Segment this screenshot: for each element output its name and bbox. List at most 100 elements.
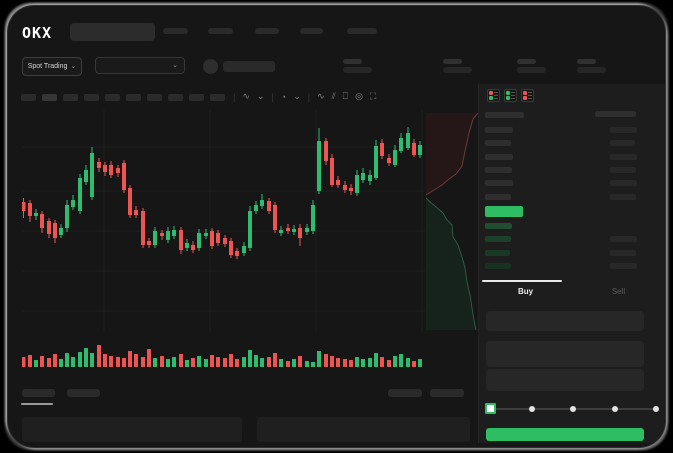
ask-amount-bar	[610, 180, 637, 187]
bid-row[interactable]	[479, 223, 665, 233]
bottom-tab-active[interactable]	[22, 389, 55, 397]
chevron-down-icon: ⌄	[70, 63, 77, 70]
ask-price-bar	[485, 193, 511, 200]
interval-pill[interactable]	[84, 94, 99, 101]
depth-chart[interactable]	[426, 113, 478, 330]
interval-pill[interactable]	[105, 94, 120, 101]
nav-item[interactable]	[347, 28, 377, 34]
interval-pill[interactable]	[63, 94, 78, 101]
ask-amount-bar	[610, 153, 637, 160]
orderbook-header-price	[485, 112, 524, 118]
ask-amount-bar	[610, 166, 636, 173]
ask-amount-bar	[610, 193, 636, 200]
tab-buy[interactable]: Buy	[517, 287, 534, 296]
history-panel-placeholder	[257, 417, 470, 442]
chevron-down-icon[interactable]: ⌄	[256, 91, 265, 101]
bid-row[interactable]	[479, 249, 665, 260]
volume-chart	[22, 340, 425, 367]
interval-pill[interactable]	[42, 94, 57, 101]
bid-amount-bar	[610, 236, 637, 243]
bid-row[interactable]	[479, 263, 665, 273]
candlestick-chart[interactable]	[22, 110, 425, 332]
fullscreen-icon[interactable]: ⛶	[369, 91, 377, 101]
slider-stop-75[interactable]	[611, 406, 618, 412]
chevron-down-icon[interactable]: ⌄	[293, 91, 301, 101]
settings-icon[interactable]: ◎	[355, 91, 363, 101]
orderbook-bids-view-icon[interactable]	[504, 89, 517, 102]
bottom-tab-link[interactable]	[430, 389, 464, 397]
orderbook-view-toggles	[487, 89, 534, 102]
slider-stop-0[interactable]	[485, 403, 496, 414]
order-book	[479, 106, 665, 280]
overlay-icon[interactable]: ◔	[280, 91, 287, 102]
interval-pill[interactable]	[168, 94, 183, 101]
ask-price-bar	[485, 140, 511, 147]
interval-pill[interactable]	[189, 94, 204, 101]
nav-item[interactable]	[255, 28, 279, 34]
market-type-label: Spot Trading	[27, 63, 68, 70]
active-tab-underline	[21, 403, 53, 405]
bid-price-bar	[485, 236, 511, 243]
price-input[interactable]	[486, 311, 644, 331]
separator: |	[271, 91, 274, 102]
nav-item[interactable]	[300, 28, 323, 34]
bid-price-bar	[485, 223, 512, 229]
trade-sidebar: Buy Sell	[478, 84, 665, 443]
interval-pill[interactable]	[210, 94, 225, 101]
bid-row[interactable]	[479, 236, 665, 246]
chart-toolbar-icons: | ∿ ⌄ | ◔ ⌄ | ∿ ⫽ ⎕ ◎ ⛶	[233, 91, 376, 102]
chevron-down-icon: ⌄	[172, 62, 178, 69]
orders-panel-placeholder	[22, 417, 242, 442]
buy-submit-button[interactable]	[486, 428, 644, 441]
buy-tab-indicator	[482, 280, 562, 282]
interval-pills	[21, 94, 225, 101]
ask-price-bar	[485, 166, 512, 173]
orderbook-asks-view-icon[interactable]	[521, 89, 534, 102]
ask-price-bar	[485, 153, 513, 160]
interval-pill[interactable]	[147, 94, 162, 101]
total-input[interactable]	[486, 369, 644, 391]
ask-row[interactable]	[479, 153, 665, 164]
separator: |	[233, 91, 236, 102]
ask-row[interactable]	[479, 180, 665, 190]
ask-row[interactable]	[479, 140, 665, 150]
bid-amount-bar	[610, 263, 637, 270]
ask-row[interactable]	[479, 166, 665, 177]
nav-item[interactable]	[208, 28, 233, 34]
ask-row[interactable]	[479, 127, 665, 137]
app-window: OKX Spot Trading ⌄ ⌄	[8, 6, 665, 447]
amount-input[interactable]	[486, 341, 644, 367]
bottom-tab[interactable]	[67, 389, 100, 397]
line-chart-icon[interactable]: ∿	[317, 91, 325, 101]
pair-title-placeholder	[223, 61, 275, 72]
interval-pill[interactable]	[126, 94, 141, 101]
ask-price-bar	[485, 127, 513, 133]
search-input[interactable]	[70, 23, 155, 41]
bid-price-bar	[485, 249, 510, 256]
camera-icon[interactable]: ⎕	[342, 91, 349, 101]
market-type-dropdown[interactable]: Spot Trading ⌄	[22, 57, 82, 76]
draw-tools-icon[interactable]: ⫽	[331, 91, 336, 101]
tab-sell[interactable]: Sell	[611, 287, 626, 296]
avatar[interactable]	[203, 59, 218, 74]
interval-pill[interactable]	[21, 94, 36, 101]
orderbook-header-amount	[595, 111, 636, 117]
bottom-tab-link[interactable]	[388, 389, 422, 397]
slider-stop-50[interactable]	[570, 406, 576, 412]
separator: |	[307, 91, 311, 102]
ask-amount-bar	[610, 127, 637, 133]
indicators-icon[interactable]: ∿	[242, 91, 250, 101]
pair-selector-dropdown[interactable]: ⌄	[95, 57, 185, 74]
okx-logo: OKX	[22, 24, 53, 42]
orderbook-split-view-icon[interactable]	[487, 89, 500, 102]
ask-price-bar	[485, 180, 513, 187]
last-price-badge[interactable]	[485, 206, 523, 217]
slider-stop-25[interactable]	[528, 406, 535, 412]
ask-row[interactable]	[479, 193, 665, 204]
nav-item[interactable]	[163, 28, 188, 34]
ask-amount-bar	[610, 140, 635, 147]
slider-stop-100[interactable]	[653, 406, 659, 412]
bid-price-bar	[485, 263, 511, 270]
bid-amount-bar	[610, 249, 636, 256]
